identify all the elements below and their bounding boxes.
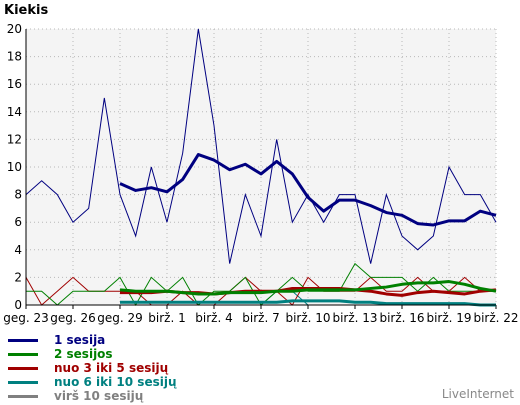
legend-item-2-sesijos: 2 sesijos [8, 347, 177, 361]
legend-label: 1 sesija [54, 333, 106, 347]
legend-item-1-sesija: 1 sesija [8, 333, 177, 347]
x-tick-label: birž. 7 [242, 311, 279, 325]
y-tick-label: 2 [14, 270, 22, 284]
legend-label: nuo 3 iki 5 sesijų [54, 361, 169, 375]
legend-item-vir-10-sesij: virš 10 sesijų [8, 389, 177, 403]
watermark-liveinternet: LiveInternet [441, 387, 514, 401]
x-tick-label: birž. 1 [148, 311, 185, 325]
legend-swatch [8, 352, 38, 356]
x-tick-label: geg. 23 [3, 311, 49, 325]
legend-item-nuo-6-iki-10-sesij: nuo 6 iki 10 sesijų [8, 375, 177, 389]
legend-swatch [8, 380, 38, 384]
x-tick-label: birž. 4 [195, 311, 232, 325]
x-tick-label: birž. 16 [379, 311, 424, 325]
line-chart: 0 2 4 6 8 10 12 14 16 18 20 geg. 23 geg. 26 geg. 29 b… [3, 3, 519, 325]
legend-swatch [8, 394, 38, 398]
y-tick-label: 0 [14, 298, 22, 312]
y-tick-label: 6 [14, 215, 22, 229]
y-tick-label: 4 [14, 243, 22, 257]
series-2-sesijos-average-line [119, 280, 497, 296]
y-tick-label: 8 [14, 188, 22, 202]
y-axis-title: Kiekis [4, 3, 48, 18]
x-tick-label: birž. 13 [332, 311, 377, 325]
legend-swatch [8, 366, 38, 370]
y-tick-label: 12 [7, 132, 22, 146]
y-tick-label: 10 [7, 160, 22, 174]
legend-item-nuo-3-iki-5-sesij: nuo 3 iki 5 sesijų [8, 361, 177, 375]
x-tick-label: birž. 10 [285, 311, 330, 325]
series-1-sesija-daily-line [25, 28, 497, 264]
y-axis-ticks: 0 2 4 6 8 10 12 14 16 18 20 [7, 22, 22, 312]
series-nuo-6-iki-10-sesij-average-line [120, 299, 496, 307]
plot-area [26, 29, 496, 305]
chart-legend: 1 sesija 2 sesijos nuo 3 iki 5 sesijų nuo 6… [8, 333, 177, 403]
y-tick-label: 18 [7, 50, 22, 64]
legend-label: virš 10 sesijų [54, 389, 144, 403]
y-tick-label: 14 [7, 105, 22, 119]
x-tick-label: birž. 19 [426, 311, 471, 325]
y-tick-label: 20 [7, 22, 22, 36]
x-tick-label: geg. 26 [50, 311, 96, 325]
legend-label: nuo 6 iki 10 sesijų [54, 375, 177, 389]
x-axis-ticks: geg. 23 geg. 26 geg. 29 birž. 1 birž. 4 birž.… [3, 305, 519, 325]
x-tick-label: birž. 22 [473, 311, 518, 325]
x-tick-label: geg. 29 [97, 311, 143, 325]
y-tick-label: 16 [7, 77, 22, 91]
series-1-sesija-average-line [119, 153, 497, 227]
legend-label: 2 sesijos [54, 347, 113, 361]
legend-swatch [8, 338, 38, 342]
